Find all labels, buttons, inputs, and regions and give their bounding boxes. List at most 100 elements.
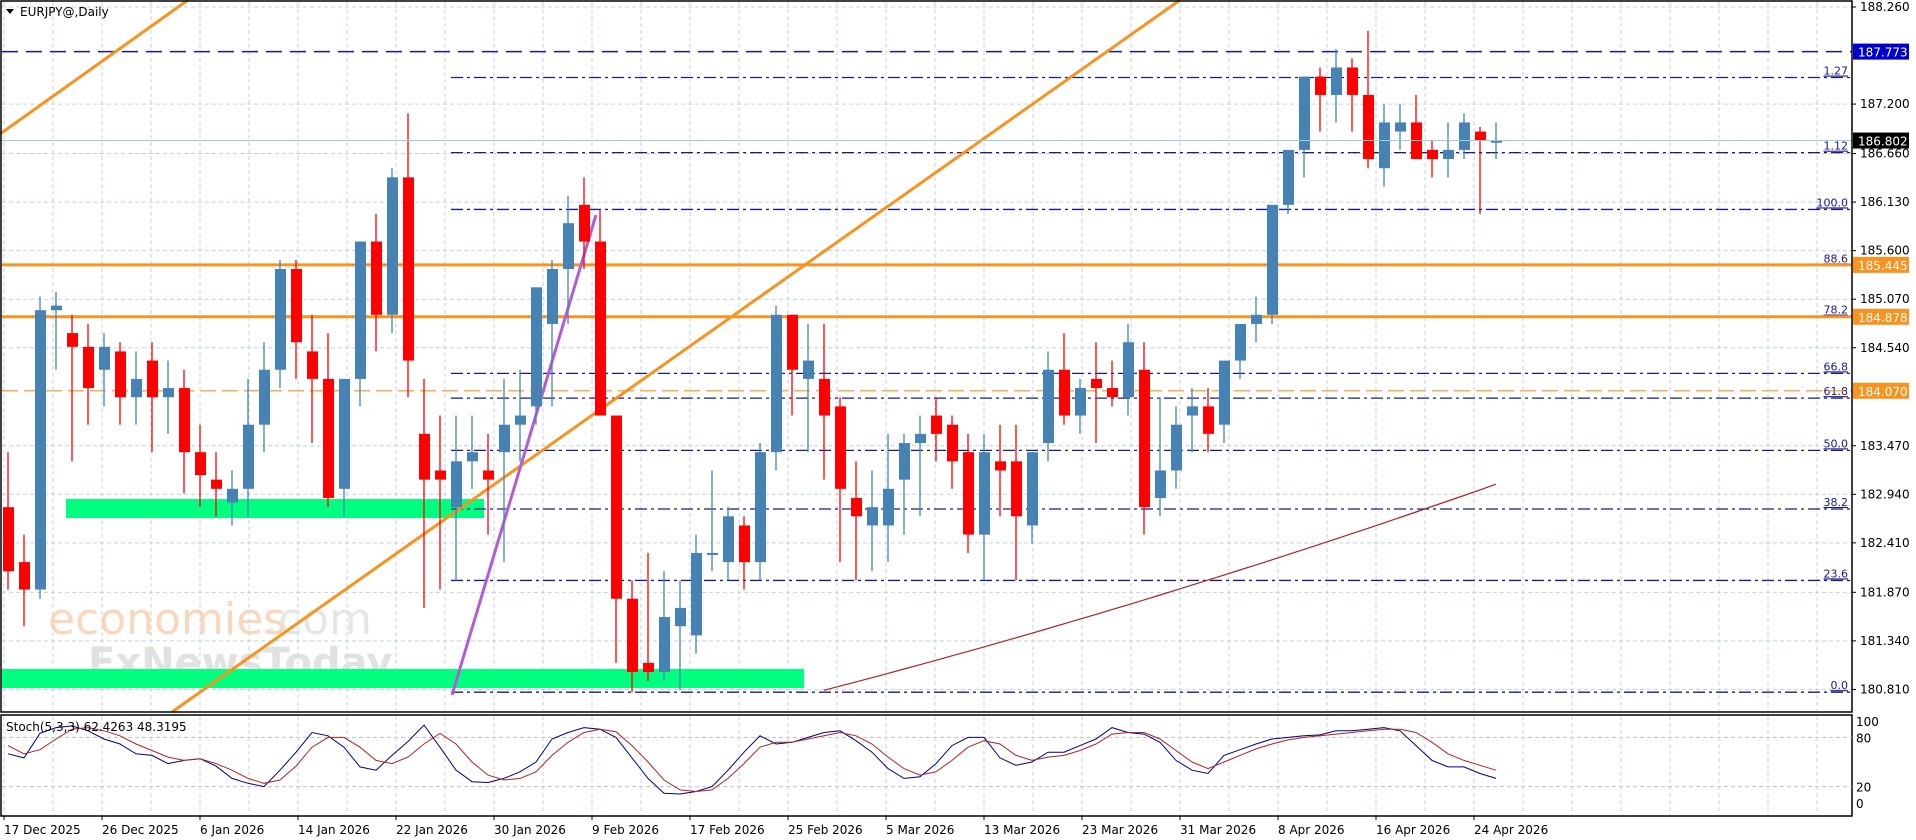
bull-candle xyxy=(1171,424,1182,471)
fib-level-label: 61.8 xyxy=(1824,385,1849,398)
date-label: 17 Dec 2025 xyxy=(4,823,81,837)
trendline-rising-channel[interactable] xyxy=(171,0,1181,714)
main-chart-frame xyxy=(0,0,1853,713)
date-label: 6 Jan 2026 xyxy=(200,823,264,837)
bull-candle xyxy=(1219,360,1230,425)
fib-level-label: 88.6 xyxy=(1824,252,1849,265)
stoch-label: 80 xyxy=(1856,731,1871,745)
price-label: 188.260 xyxy=(1860,0,1910,14)
bull-candle xyxy=(659,617,670,673)
price-tag-label: 184.070 xyxy=(1858,385,1908,399)
bear-candle xyxy=(419,433,430,480)
date-label: 17 Feb 2026 xyxy=(690,823,765,837)
bull-candle xyxy=(227,488,238,503)
bear-candle xyxy=(931,415,942,434)
bull-candle xyxy=(771,314,782,453)
bear-candle xyxy=(739,525,750,563)
chart-title[interactable]: EURJPY@,Daily xyxy=(6,5,109,19)
bull-candle xyxy=(515,415,526,425)
bear-candle xyxy=(1427,149,1438,160)
bull-candle xyxy=(355,241,366,379)
candlesticks xyxy=(3,30,1502,693)
date-label: 16 Apr 2026 xyxy=(1376,823,1450,837)
price-label: 181.340 xyxy=(1860,634,1910,648)
date-label: 14 Jan 2026 xyxy=(298,823,370,837)
fib-level-label: 50.0 xyxy=(1824,437,1849,450)
date-label: 13 Mar 2026 xyxy=(984,823,1060,837)
bull-candle xyxy=(467,452,478,462)
price-tag-bg xyxy=(1853,256,1909,273)
bear-candle xyxy=(579,204,590,242)
bull-candle xyxy=(899,443,910,480)
fib-level-label: 1.12 xyxy=(1824,140,1849,153)
stoch-panel-frame xyxy=(0,714,1853,817)
bear-candle xyxy=(435,470,446,480)
price-tag-label: 184.878 xyxy=(1858,311,1908,325)
support-zone-upper xyxy=(66,499,484,518)
date-label: 25 Feb 2026 xyxy=(788,823,863,837)
support-zone-lower xyxy=(2,669,804,688)
price-axis[interactable]: 188.260 187.200 186.660 186.130 185.600 185.0… xyxy=(1852,0,1910,696)
stoch-label: 0 xyxy=(1856,797,1864,811)
bull-candle xyxy=(979,452,990,535)
bull-candle xyxy=(1027,452,1038,526)
date-label: 26 Dec 2025 xyxy=(102,823,179,837)
price-tag-bg xyxy=(1853,308,1909,325)
bear-candle xyxy=(835,406,846,489)
bull-candle xyxy=(691,552,702,636)
bull-candle xyxy=(1299,76,1310,150)
bull-candle xyxy=(387,177,398,315)
dropdown-triangle-icon[interactable] xyxy=(6,9,14,14)
bear-candle xyxy=(611,415,622,599)
bull-candle xyxy=(1043,369,1054,444)
bear-candle xyxy=(995,461,1006,471)
bull-candle xyxy=(1395,122,1406,132)
trendline-purple[interactable] xyxy=(450,214,598,696)
bull-candle xyxy=(867,507,878,526)
bull-candle xyxy=(675,607,686,627)
price-label: 186.660 xyxy=(1860,147,1910,161)
price-tag-label: 186.802 xyxy=(1858,135,1908,149)
price-label: 187.200 xyxy=(1860,97,1910,111)
bull-candle xyxy=(531,287,542,407)
bear-candle xyxy=(595,241,606,416)
bull-candle xyxy=(1123,342,1134,398)
bear-candle xyxy=(67,333,78,347)
price-label: 182.410 xyxy=(1860,536,1910,550)
bull-candle xyxy=(1459,122,1470,150)
bear-candle xyxy=(787,314,798,370)
bull-candle xyxy=(51,305,62,311)
moving-average-line xyxy=(823,483,1497,691)
bull-candle xyxy=(35,310,46,590)
date-label: 8 Apr 2026 xyxy=(1278,823,1345,837)
bear-candle xyxy=(947,424,958,462)
bear-candle xyxy=(1475,131,1486,141)
bull-candle xyxy=(883,488,894,526)
fib-level-label: 66.8 xyxy=(1824,360,1849,373)
date-label: 31 Mar 2026 xyxy=(1180,823,1256,837)
stoch-grid xyxy=(2,716,1852,815)
bull-candle xyxy=(99,346,110,370)
date-label: 30 Jan 2026 xyxy=(494,823,566,837)
bear-candle xyxy=(1315,76,1326,95)
bull-candle xyxy=(1331,67,1342,95)
bull-candle xyxy=(1251,314,1262,324)
trendline-upper-left[interactable] xyxy=(0,0,189,136)
bear-candle xyxy=(851,497,862,517)
bear-candle xyxy=(3,507,14,572)
fib-level-label: 38.2 xyxy=(1824,496,1849,509)
date-axis[interactable]: 17 Dec 2025 26 Dec 2025 6 Jan 2026 14 Jan 2… xyxy=(3,816,1548,837)
price-tags: 187.773 186.802 185.445 184.878 184.070 xyxy=(1853,43,1909,399)
bull-candle xyxy=(1443,149,1454,160)
bull-candle xyxy=(1187,406,1198,416)
date-label: 24 Apr 2026 xyxy=(1474,823,1548,837)
bull-candle xyxy=(1491,140,1502,143)
bear-candle xyxy=(323,378,334,498)
stoch-label: 20 xyxy=(1856,781,1871,795)
bear-candle xyxy=(115,351,126,398)
date-label: 5 Mar 2026 xyxy=(886,823,954,837)
bear-candle xyxy=(627,598,638,673)
bear-candle xyxy=(307,351,318,379)
bear-candle xyxy=(195,452,206,476)
